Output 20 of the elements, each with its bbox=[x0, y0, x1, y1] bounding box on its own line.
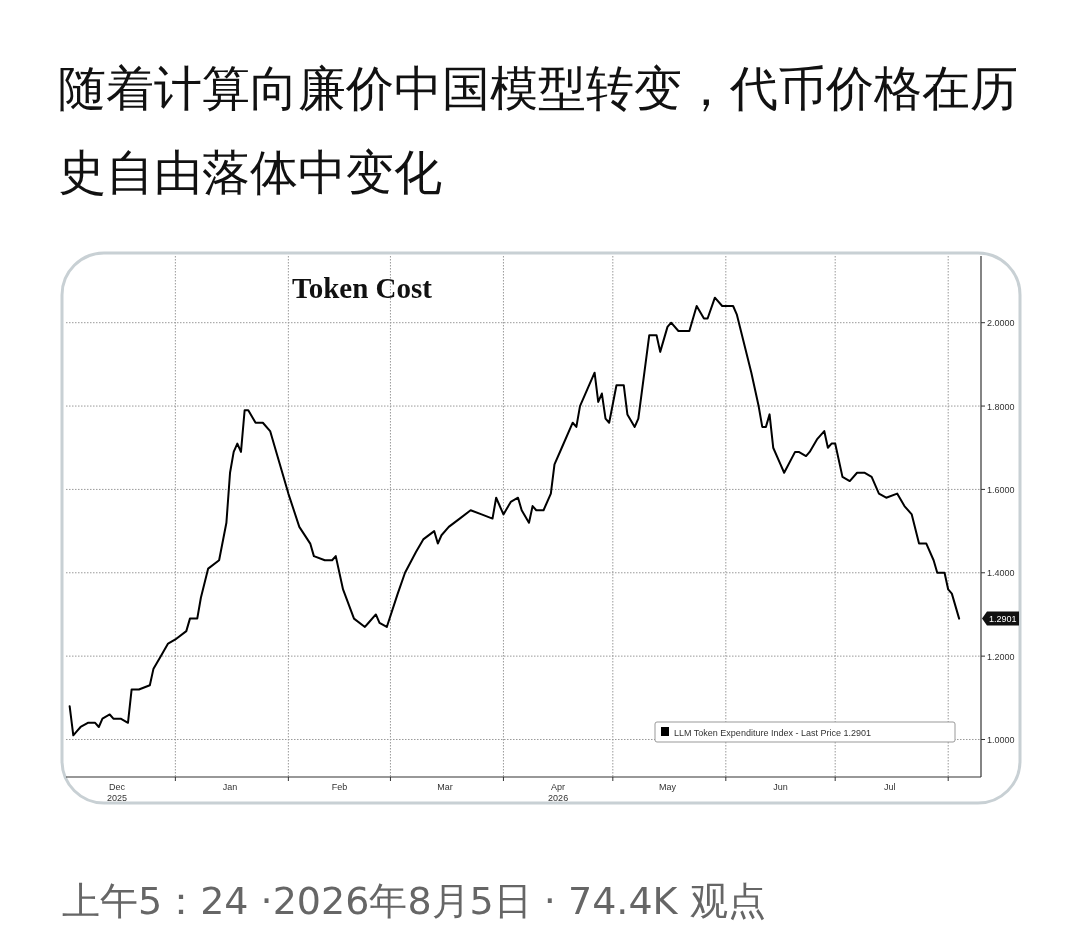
legend-label: LLM Token Expenditure Index - Last Price 1.2901 bbox=[674, 727, 871, 738]
x-tick-label: Jul bbox=[884, 782, 896, 792]
y-tick-label: 1.8000 bbox=[987, 401, 1015, 412]
x-tick-label: Jan bbox=[222, 782, 238, 792]
x-tick-label: May bbox=[658, 782, 677, 792]
line-series bbox=[68, 296, 961, 737]
y-tick-label: 2.0000 bbox=[987, 318, 1015, 329]
text: Token Cost bbox=[292, 272, 433, 304]
x-tick-label: Mar bbox=[437, 782, 453, 792]
x-tick-label: Apr 2026 bbox=[548, 782, 569, 803]
y-tick-label: 1.0000 bbox=[987, 734, 1015, 745]
x-tick-label: Jun bbox=[773, 782, 788, 792]
x-tick-label: Feb bbox=[331, 782, 348, 792]
y-tick-label: 1.4000 bbox=[987, 568, 1015, 579]
text: 上午5：24 ·2026年8月5日 · 74.4K 观点 bbox=[62, 878, 766, 925]
chart-title: 随着计算向廉价中国模型转变，代币价格在历史自由落体中变化 bbox=[58, 59, 1019, 202]
y-tick-label: 1.2000 bbox=[987, 651, 1015, 662]
y-tick-label: 1.6000 bbox=[987, 484, 1015, 495]
text: 1.2901 bbox=[989, 614, 1017, 625]
x-tick-label: Dec 2025 bbox=[107, 782, 128, 803]
